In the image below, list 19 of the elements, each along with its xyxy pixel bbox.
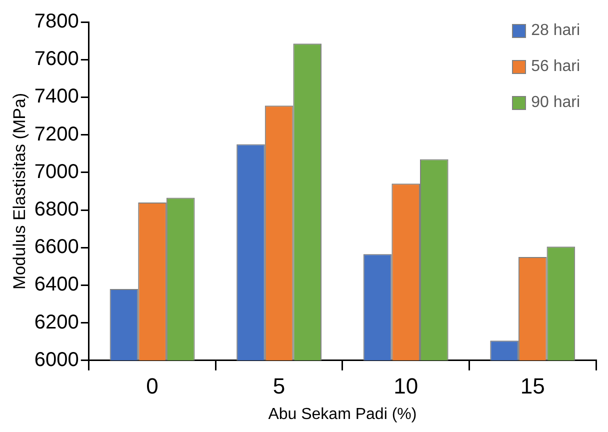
legend-label: 28 hari (531, 22, 580, 40)
x-tick-label: 5 (272, 374, 286, 399)
x-tick-label: 0 (146, 374, 158, 399)
x-tick-label: 15 (520, 374, 545, 399)
y-tick-label: 7000 (34, 160, 79, 183)
y-tick-label: 6600 (34, 236, 79, 258)
x-tick-label: 10 (394, 374, 418, 399)
legend-label: 90 hari (531, 94, 580, 112)
y-tick-label: 6000 (34, 348, 79, 371)
y-tick-label: 7400 (34, 86, 79, 108)
legend-label: 56 hari (531, 58, 580, 76)
y-tick-label: 6800 (34, 198, 79, 221)
x-axis-title: Abu Sekam Padi (%) (268, 406, 417, 423)
y-tick-label: 7800 (34, 10, 79, 33)
y-tick-label: 7200 (34, 123, 79, 146)
y-tick-label: 7600 (34, 48, 79, 70)
y-tick-label: 6400 (34, 274, 79, 296)
y-tick-label: 6200 (34, 311, 79, 334)
y-axis-title: Modulus Elastisitas (MPa) (10, 92, 29, 290)
